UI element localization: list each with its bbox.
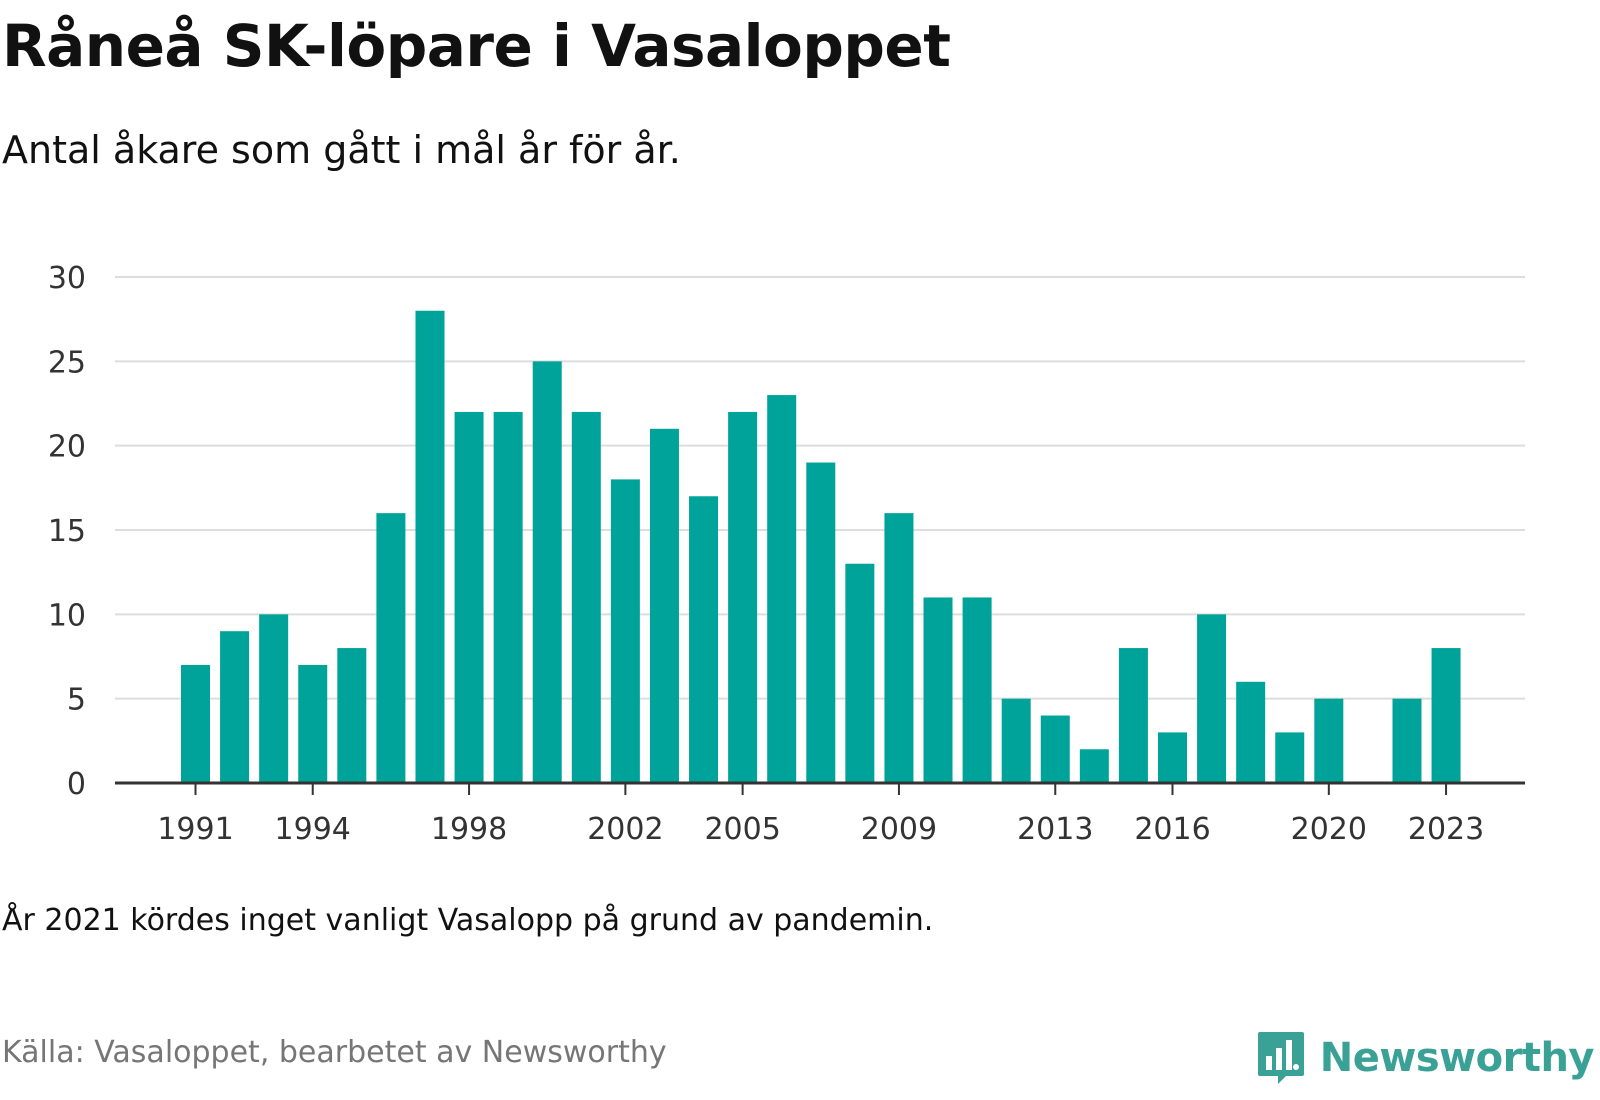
x-tick-label: 2016 [1134,812,1210,847]
bar-2020 [1314,698,1344,783]
bar-2010 [923,597,953,783]
y-tick-label: 15 [48,514,86,549]
brand-name: Newsworthy [1319,1035,1595,1081]
bar-chart: 0 5 10 15 20 25 30 1991 1994 1998 2002 2005 2009 201… [48,261,1525,847]
x-tick-label: 1991 [157,812,233,847]
bar-2009 [884,513,914,783]
x-tick-label: 2013 [1017,812,1093,847]
x-tick-label: 2023 [1408,812,1484,847]
bar-1999 [493,411,523,783]
bar-1994 [298,664,328,783]
bar-1992 [220,631,250,783]
bar-1996 [376,513,406,783]
x-tick-label: 1994 [275,812,351,847]
y-tick-label: 10 [48,598,86,633]
bar-2001 [571,411,601,783]
newsworthy-logo-icon [1257,1032,1304,1084]
x-tick-label: 2002 [587,812,663,847]
chart-title: Råneå SK-löpare i Vasaloppet [2,12,951,80]
bar-2005 [728,411,758,783]
y-tick-label: 30 [48,261,86,296]
y-axis: 0 5 10 15 20 25 30 [48,261,86,802]
y-tick-label: 20 [48,430,86,465]
bar-1997 [415,310,445,783]
x-axis: 1991 1994 1998 2002 2005 2009 2013 2016 2020 2023 [115,781,1525,847]
bar-2007 [806,462,836,783]
bar-2012 [1001,698,1031,783]
bar-2006 [767,395,797,783]
source-credit: Källa: Vasaloppet, bearbetet av Newswort… [2,1035,667,1070]
bar-1991 [181,664,210,783]
y-tick-label: 0 [67,767,86,802]
bar-1998 [454,411,484,783]
bar-2000 [532,361,562,783]
bar-2019 [1275,732,1305,783]
chart-subtitle: Antal åkare som gått i mål år för år. [2,128,681,172]
y-tick-label: 5 [67,683,86,718]
bar-2011 [962,597,992,783]
bar-2008 [845,563,875,783]
bar-1993 [259,614,289,783]
bar-2015 [1118,648,1148,783]
bar-2016 [1158,732,1187,783]
x-tick-label: 2020 [1291,812,1367,847]
bar-2004 [689,496,719,783]
bar-2013 [1040,715,1070,783]
bar-2014 [1079,749,1109,783]
x-tick-label: 2005 [704,812,780,847]
bar-2003 [649,428,679,783]
bar-2018 [1236,681,1266,783]
chart-note: År 2021 kördes inget vanligt Vasalopp på… [2,903,934,938]
bar-2023 [1431,648,1461,783]
bar-2017 [1197,614,1227,783]
bar-2022 [1392,698,1422,783]
bars [181,310,1461,783]
x-tick-label: 1998 [431,812,507,847]
bar-1995 [337,648,367,783]
bar-2002 [610,479,640,783]
x-tick-label: 2009 [861,812,937,847]
y-tick-label: 25 [48,345,86,380]
brand-logo: Newsworthy [1256,1030,1595,1086]
